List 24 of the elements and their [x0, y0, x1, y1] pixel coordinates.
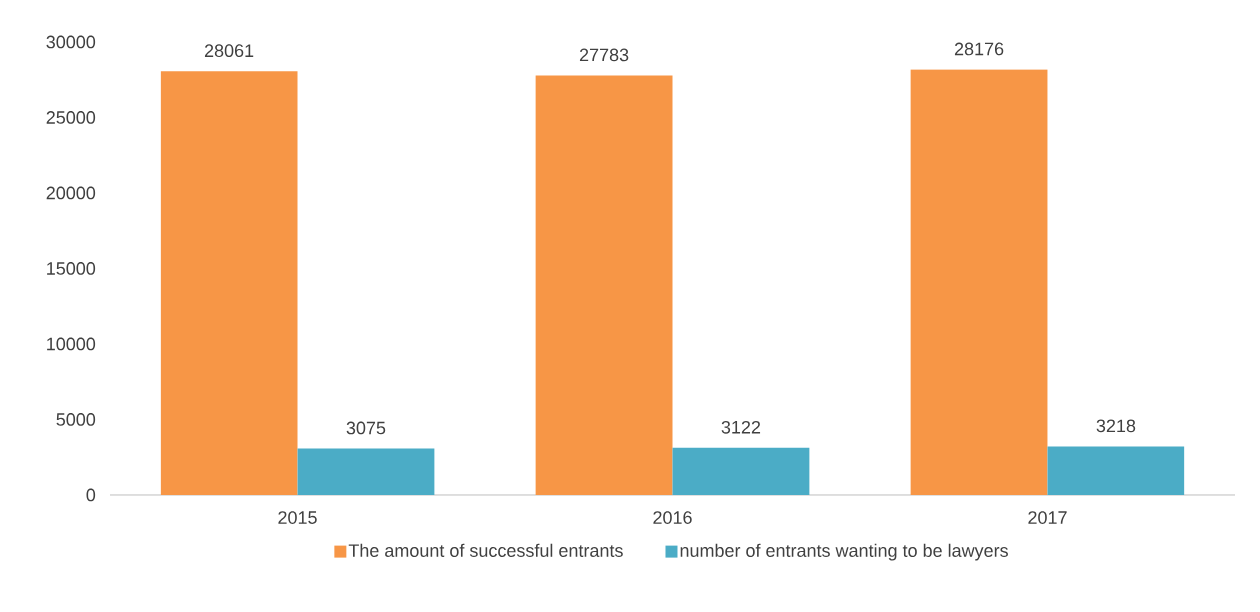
- data-label: 27783: [579, 48, 629, 62]
- y-tick-label: 15000: [47, 262, 96, 275]
- bar: [672, 447, 810, 495]
- bar: [535, 75, 673, 495]
- y-tick-label: 20000: [46, 186, 96, 200]
- data-label: 3122: [721, 420, 761, 434]
- y-tick-label: 25000: [46, 111, 96, 124]
- bar: [160, 71, 298, 495]
- bar: [297, 448, 435, 495]
- data-label: 28176: [954, 42, 1004, 56]
- y-tick-label: 30000: [46, 35, 96, 49]
- data-label: 3075: [346, 421, 386, 435]
- bar: [910, 69, 1048, 495]
- x-tick-label: 2017: [1028, 511, 1067, 524]
- x-tick-label: 2015: [278, 511, 317, 524]
- y-tick-label: 0: [86, 488, 96, 502]
- legend-label: The amount of successful entrants: [348, 543, 623, 557]
- y-tick-label: 5000: [56, 413, 96, 426]
- y-tick-label: 10000: [47, 337, 96, 351]
- data-label: 3218: [1096, 419, 1136, 433]
- x-tick-label: 2016: [653, 511, 692, 524]
- legend-label: number of entrants wanting to be lawyers: [680, 543, 1008, 561]
- bar: [1047, 446, 1185, 495]
- data-label: 28061: [204, 44, 254, 58]
